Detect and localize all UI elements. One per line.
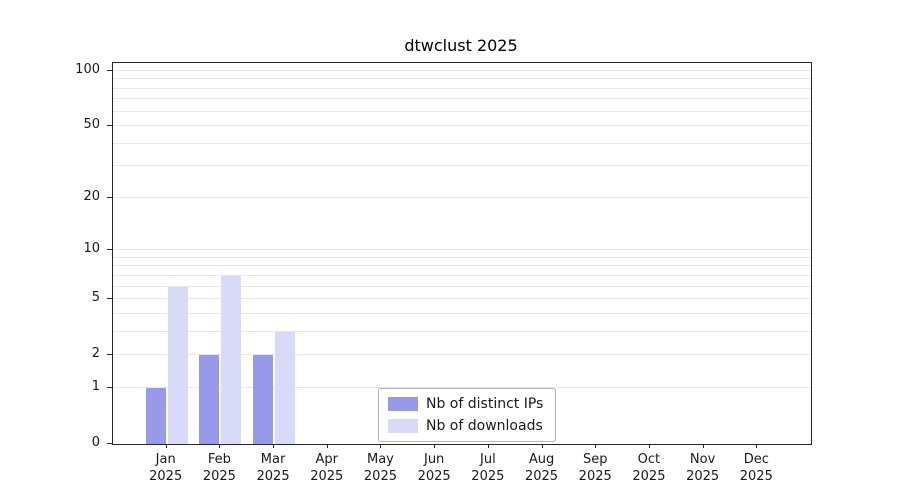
x-tick-label: Jan 2025 xyxy=(149,452,183,484)
y-tick-label: 10 xyxy=(83,241,100,257)
x-tick-label: Aug 2025 xyxy=(524,452,559,484)
y-tick-label: 5 xyxy=(91,290,100,306)
gridline xyxy=(113,386,811,388)
y-tick-label: 2 xyxy=(91,346,100,362)
y-tick-mark xyxy=(107,298,112,300)
x-tick-mark xyxy=(595,444,597,448)
gridline xyxy=(113,165,811,167)
gridline xyxy=(113,249,811,251)
gridline xyxy=(113,142,811,144)
gridline xyxy=(113,98,811,100)
x-tick-label: Apr 2025 xyxy=(310,452,344,484)
bar-nb-of-downloads-jan xyxy=(167,286,188,444)
x-tick-label: Jun 2025 xyxy=(417,452,451,484)
x-tick-mark xyxy=(648,444,650,448)
x-tick-label: Feb 2025 xyxy=(202,452,236,484)
x-tick-label: Jul 2025 xyxy=(471,452,505,484)
legend: Nb of distinct IPs Nb of downloads xyxy=(378,388,557,442)
y-tick-label: 20 xyxy=(83,188,100,204)
x-tick-label: Mar 2025 xyxy=(256,452,290,484)
x-tick-mark xyxy=(380,444,382,448)
x-tick-mark xyxy=(326,444,328,448)
y-tick-mark xyxy=(107,196,112,198)
legend-item-distinct-ips: Nb of distinct IPs xyxy=(388,396,543,412)
x-tick-mark xyxy=(219,444,221,448)
y-tick-mark xyxy=(107,386,112,388)
x-tick-mark xyxy=(434,444,436,448)
gridline xyxy=(113,110,811,112)
x-tick-mark xyxy=(702,444,704,448)
legend-swatch-downloads xyxy=(388,419,418,433)
y-tick-label: 0 xyxy=(91,435,100,450)
gridline xyxy=(113,312,811,314)
x-tick-mark xyxy=(165,444,167,448)
gridline xyxy=(113,78,811,80)
x-tick-mark xyxy=(541,444,543,448)
legend-label-distinct-ips: Nb of distinct IPs xyxy=(426,396,544,412)
bar-nb-of-distinct-ips-mar xyxy=(253,355,274,444)
plot-area xyxy=(112,62,812,445)
y-tick-mark xyxy=(107,354,112,356)
gridline xyxy=(113,196,811,198)
x-tick-label: Sep 2025 xyxy=(578,452,612,484)
bar-nb-of-distinct-ips-jan xyxy=(145,387,166,444)
x-tick-mark xyxy=(273,444,275,448)
gridline xyxy=(113,285,811,287)
chart-title: dtwclust 2025 xyxy=(404,36,518,55)
x-tick-label: Nov 2025 xyxy=(686,452,720,484)
gridline xyxy=(113,265,811,267)
y-tick-label: 100 xyxy=(75,62,100,77)
gridline xyxy=(113,87,811,89)
legend-swatch-distinct-ips xyxy=(388,397,418,411)
gridline xyxy=(113,298,811,300)
bar-nb-of-distinct-ips-feb xyxy=(199,355,220,444)
gridline xyxy=(113,70,811,71)
x-tick-label: Dec 2025 xyxy=(739,452,773,484)
y-tick-mark xyxy=(107,125,112,127)
legend-item-downloads: Nb of downloads xyxy=(388,418,543,434)
y-tick-label: 50 xyxy=(83,117,100,133)
gridline xyxy=(113,274,811,276)
x-tick-mark xyxy=(487,444,489,448)
gridline xyxy=(113,354,811,356)
y-tick-label: 1 xyxy=(91,378,100,394)
y-tick-mark xyxy=(107,249,112,251)
x-tick-mark xyxy=(756,444,758,448)
x-tick-label: May 2025 xyxy=(363,452,397,484)
y-tick-mark xyxy=(107,443,112,444)
gridline xyxy=(113,125,811,127)
gridline xyxy=(113,256,811,258)
bar-nb-of-downloads-mar xyxy=(275,331,296,444)
gridline xyxy=(113,330,811,332)
legend-label-downloads: Nb of downloads xyxy=(426,418,543,434)
x-tick-label: Oct 2025 xyxy=(632,452,666,484)
y-tick-mark xyxy=(107,70,112,71)
bar-nb-of-downloads-feb xyxy=(221,275,242,444)
